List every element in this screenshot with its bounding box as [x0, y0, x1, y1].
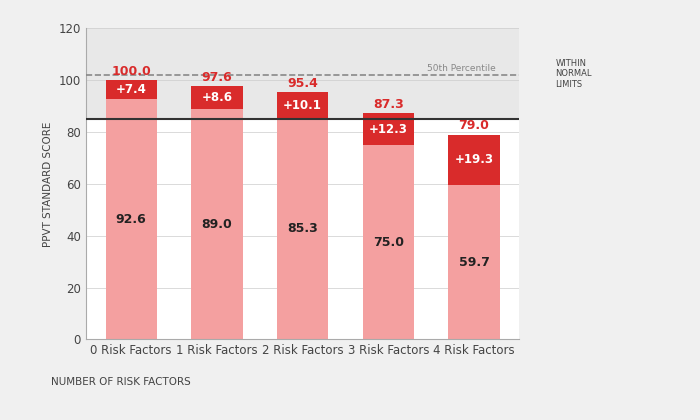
- Bar: [191, 109, 243, 339]
- Text: +12.3: +12.3: [369, 123, 408, 136]
- Text: 92.6: 92.6: [116, 213, 146, 226]
- Text: 79.0: 79.0: [458, 119, 489, 132]
- Text: +8.6: +8.6: [202, 91, 232, 104]
- Bar: [363, 113, 414, 145]
- Text: 85.3: 85.3: [287, 222, 318, 235]
- Bar: [277, 92, 328, 118]
- Bar: [106, 100, 157, 339]
- Text: WITHIN
NORMAL
LIMITS: WITHIN NORMAL LIMITS: [556, 59, 592, 89]
- Bar: [448, 185, 500, 339]
- Text: 50th Percentile: 50th Percentile: [427, 64, 496, 73]
- Text: 75.0: 75.0: [373, 236, 404, 249]
- Text: 95.4: 95.4: [287, 76, 318, 89]
- Y-axis label: PPVT STANDARD SCORE: PPVT STANDARD SCORE: [43, 121, 53, 247]
- Bar: [191, 87, 243, 109]
- Text: 59.7: 59.7: [458, 255, 489, 268]
- Text: 97.6: 97.6: [202, 71, 232, 84]
- Text: 100.0: 100.0: [111, 65, 151, 78]
- Bar: [277, 118, 328, 339]
- Text: +10.1: +10.1: [284, 99, 322, 112]
- Bar: [448, 135, 500, 185]
- Text: 87.3: 87.3: [373, 97, 404, 110]
- Bar: [363, 145, 414, 339]
- Text: +19.3: +19.3: [454, 153, 494, 166]
- Bar: [106, 80, 157, 100]
- Text: +7.4: +7.4: [116, 83, 147, 96]
- Bar: [86, 29, 519, 119]
- Text: 89.0: 89.0: [202, 218, 232, 231]
- X-axis label: NUMBER OF RISK FACTORS: NUMBER OF RISK FACTORS: [51, 377, 191, 387]
